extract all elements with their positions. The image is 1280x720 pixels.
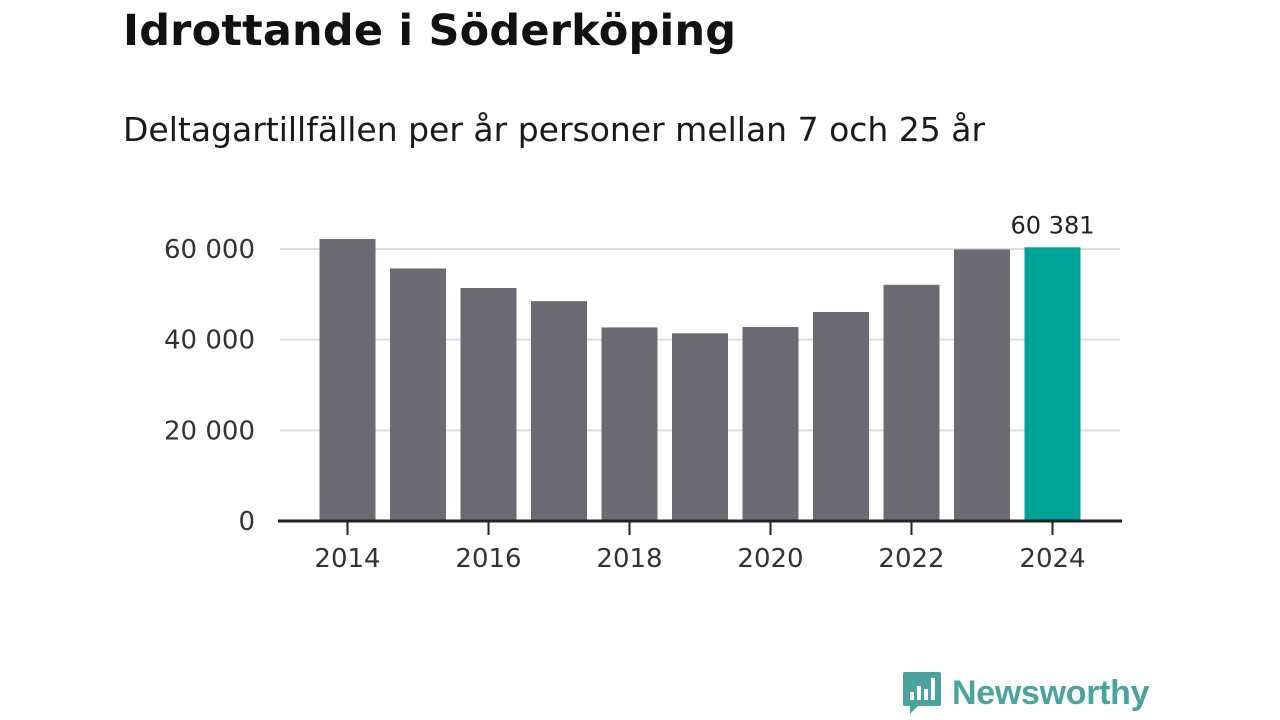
x-tick-label: 2016	[455, 544, 521, 574]
labels: 0 20 000 40 000 60 000 2014 2016 2018 2020 2022 2…	[164, 211, 1094, 574]
bars	[319, 239, 1081, 521]
newsworthy-logo-icon	[903, 672, 941, 714]
bar-2018	[601, 327, 658, 521]
x-tick-label: 2020	[737, 544, 803, 574]
y-tick-label: 40 000	[164, 326, 255, 356]
chart-subtitle: Deltagartillfällen per år personer mella…	[123, 110, 986, 149]
bar-2015	[390, 268, 446, 521]
x-tick-label: 2022	[878, 544, 944, 574]
data-label: 60 381	[1011, 211, 1095, 239]
axes	[278, 519, 1122, 535]
x-tick-label: 2018	[596, 544, 662, 574]
bar-2019	[672, 333, 728, 521]
chart-title: Idrottande i Söderköping	[123, 6, 737, 56]
bar-2022	[883, 284, 940, 521]
y-tick-label: 20 000	[164, 416, 255, 446]
bar-2016	[460, 287, 517, 521]
x-tick-label: 2014	[314, 544, 380, 574]
y-tick-label: 0	[238, 507, 255, 537]
bar-2014	[319, 239, 376, 521]
bar-2021	[813, 312, 869, 521]
newsworthy-logo-text: Newsworthy	[952, 673, 1150, 712]
bar-chart: 0 20 000 40 000 60 000 2014 2016 2018 2020 2022 2…	[164, 211, 1122, 574]
newsworthy-logo: Newsworthy	[902, 670, 1150, 716]
bar-2023	[954, 249, 1010, 521]
bar-2017	[531, 301, 587, 521]
y-tick-label: 60 000	[164, 235, 255, 265]
x-tick-label: 2024	[1019, 544, 1085, 574]
bar-2020	[742, 326, 799, 521]
bar-2024	[1024, 247, 1081, 521]
